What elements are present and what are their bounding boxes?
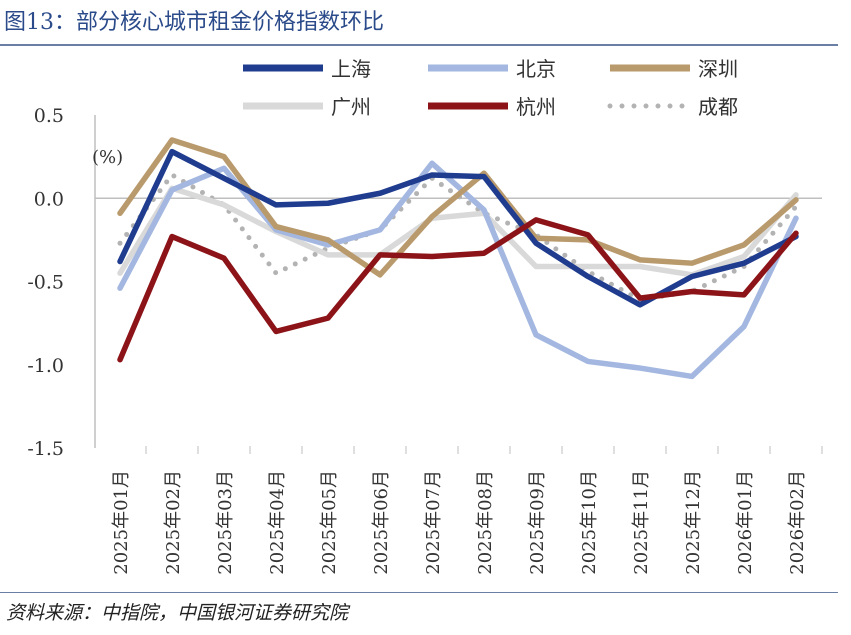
x-tick-label: 2026年02月 xyxy=(787,470,808,575)
legend-label: 深圳 xyxy=(698,57,738,81)
series-line-1 xyxy=(117,148,799,308)
x-tick-label: 2025年05月 xyxy=(319,470,340,575)
legend-label: 广州 xyxy=(331,95,371,119)
x-tick-label: 2025年11月 xyxy=(631,470,652,575)
x-tick-label: 2026年01月 xyxy=(735,470,756,575)
legend-label: 上海 xyxy=(331,57,371,81)
x-tick-label: 2025年08月 xyxy=(475,470,496,575)
series-line-2 xyxy=(117,160,799,380)
chart-title: 图13：部分核心城市租金价格指数环比 xyxy=(4,10,384,35)
source-note: 资料来源：中指院，中国银河证券研究院 xyxy=(6,602,349,624)
x-tick-label: 2025年04月 xyxy=(267,470,288,575)
x-tick-label: 2025年03月 xyxy=(215,470,236,575)
x-tick-label: 2025年06月 xyxy=(371,470,392,575)
y-tick-label: 0.0 xyxy=(34,188,64,210)
unit-label: (%) xyxy=(92,147,123,168)
x-tick-label: 2025年02月 xyxy=(163,470,184,575)
legend-label: 成都 xyxy=(698,95,738,119)
y-tick-label: -1.0 xyxy=(27,355,64,377)
x-tick-label: 2025年07月 xyxy=(423,470,444,575)
x-tick-label: 2025年10月 xyxy=(579,470,600,575)
y-tick-label: -0.5 xyxy=(27,272,64,294)
footer-divider xyxy=(0,592,838,593)
legend-label: 杭州 xyxy=(516,95,556,119)
x-tick-label: 2025年01月 xyxy=(111,470,132,575)
series-line-3 xyxy=(117,137,799,278)
y-tick-label: -1.5 xyxy=(27,438,64,460)
x-tick-label: 2025年12月 xyxy=(683,470,704,575)
series-line-4 xyxy=(117,185,799,278)
x-tick-label: 2025年09月 xyxy=(527,470,548,575)
legend-label: 北京 xyxy=(516,57,556,81)
series-line-5 xyxy=(117,217,799,363)
y-tick-label: 0.5 xyxy=(34,105,64,127)
title-divider xyxy=(0,44,838,46)
